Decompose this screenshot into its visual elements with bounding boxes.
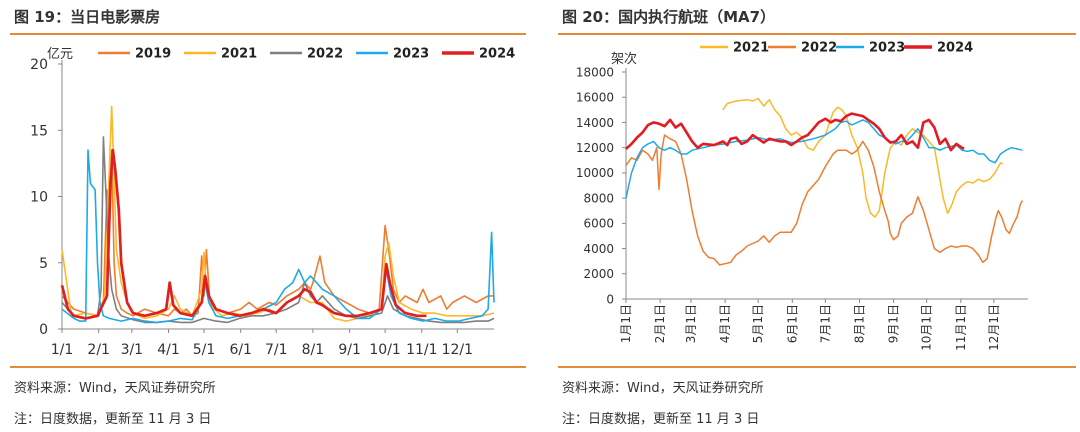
x-tick-label: 9月1日: [887, 304, 901, 343]
x-tick-label: 4/1: [157, 342, 180, 358]
y-tick-label: 16000: [576, 91, 614, 105]
legend-label-2021: 2021: [221, 47, 257, 62]
legend-label-2021: 2021: [733, 41, 769, 56]
x-tick-label: 3/1: [121, 342, 144, 358]
y-tick-label: 8000: [583, 191, 614, 205]
source-note: 资料来源：Wind，天风证券研究所: [14, 381, 216, 396]
y-tick-label: 14000: [576, 116, 614, 130]
box-office-panel: 图 19：当日电影票房 0 5 10 15 20 1/1 2/1 3/1 4/1 5/1 6/1 7/…: [0, 0, 530, 432]
y-tick-label: 20: [30, 57, 48, 73]
y-unit-label: 架次: [611, 51, 637, 67]
legend-label-2019: 2019: [135, 47, 171, 62]
y-tick-label: 18000: [576, 65, 614, 79]
x-tick-label: 11月1日: [954, 304, 968, 351]
y-tick-label: 6000: [583, 217, 614, 231]
x-tick-label: 6/1: [229, 342, 252, 358]
date-note: 注：日度数据，更新至 11 月 3 日: [14, 412, 212, 427]
y-tick-label: 2000: [583, 267, 614, 281]
series-line-2019: [61, 149, 494, 317]
legend-label-2022: 2022: [307, 47, 343, 62]
x-tick-label: 1/1: [51, 342, 74, 358]
x-tick-label: 7月1日: [818, 304, 832, 343]
x-tick-label: 7/1: [265, 342, 288, 358]
y-tick-label: 5: [39, 256, 48, 272]
x-tick-label: 8月1日: [852, 304, 866, 343]
source-note: 资料来源：Wind，天风证券研究所: [562, 381, 764, 396]
domestic-flights-chart: 0 2000 4000 6000 8000 10000 12000 14000 16000 180…: [576, 41, 1028, 351]
legend-label-2023: 2023: [393, 47, 429, 62]
x-tick-label: 6月1日: [785, 304, 799, 343]
x-tick-label: 1月1日: [619, 304, 633, 343]
y-tick-label: 10000: [576, 166, 614, 180]
y-tick-label: 15: [30, 123, 48, 139]
x-tick-label: 5/1: [193, 342, 216, 358]
series-line-2024: [60, 148, 427, 320]
x-tick-label: 10月1日: [920, 304, 934, 351]
x-tick-label: 12/1: [442, 342, 473, 358]
x-tick-label: 3月1日: [684, 304, 698, 343]
series-line-2023: [625, 119, 1023, 199]
y-tick-label: 0: [606, 292, 614, 306]
series-line-2024: [625, 112, 965, 152]
series-line-2021: [61, 105, 495, 322]
flights-panel: 图 20：国内执行航班（MA7） 0 2000 4000 6000 8000 10000 1…: [548, 0, 1080, 432]
x-tick-label: 5月1日: [751, 304, 765, 343]
legend-label-2022: 2022: [801, 41, 837, 56]
date-note: 注：日度数据，更新至 11 月 3 日: [562, 412, 760, 427]
box-office-chart: 0 5 10 15 20 1/1 2/1 3/1 4/1 5/1 6/1 7/1 8/1 9/1 10/1 1…: [30, 47, 515, 359]
figure-title: 图 20：国内执行航班（MA7）: [562, 8, 776, 26]
series-line-2022: [625, 134, 1024, 266]
legend-label-2023: 2023: [869, 41, 905, 56]
y-tick-label: 4000: [583, 242, 614, 256]
legend-label-2024: 2024: [937, 41, 973, 56]
x-tick-label: 11/1: [406, 342, 437, 358]
x-tick-label: 9/1: [338, 342, 361, 358]
x-tick-label: 4月1日: [718, 304, 732, 343]
x-tick-label: 10/1: [369, 342, 400, 358]
x-tick-label: 2月1日: [653, 304, 667, 343]
figure-title: 图 19：当日电影票房: [14, 8, 161, 26]
x-tick-label: 2/1: [87, 342, 110, 358]
legend-label-2024: 2024: [479, 47, 515, 62]
y-tick-label: 0: [39, 322, 48, 338]
y-unit-label: 亿元: [47, 47, 73, 62]
title-divider: [558, 33, 1076, 35]
title-divider: [10, 33, 526, 35]
footer-divider: [10, 366, 526, 368]
y-tick-label: 12000: [576, 141, 614, 155]
x-tick-label: 8/1: [302, 342, 325, 358]
footer-divider: [558, 366, 1076, 368]
series-line-2021: [722, 97, 1004, 218]
y-tick-label: 10: [30, 190, 48, 206]
x-tick-label: 12月1日: [987, 304, 1001, 351]
